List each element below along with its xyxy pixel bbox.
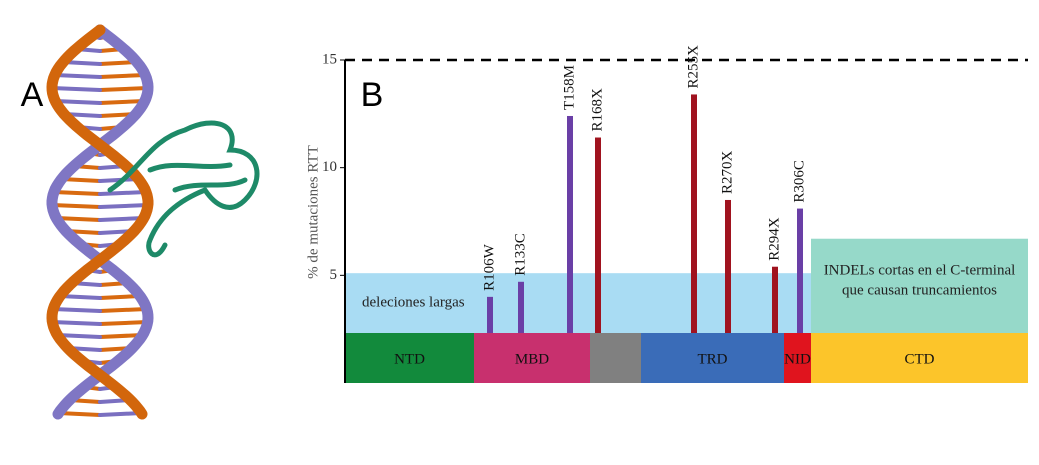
base-pair <box>98 307 149 313</box>
region-label: que causan truncamientos <box>842 282 997 298</box>
domain <box>784 333 811 383</box>
bar-label: R255X <box>685 45 701 89</box>
base-pair <box>55 333 102 339</box>
bar <box>487 296 493 333</box>
domain-label: TRD <box>698 351 728 367</box>
domain-label: NID <box>784 351 811 367</box>
base-pair <box>98 73 148 79</box>
domain <box>345 333 474 383</box>
base-pair <box>98 411 144 417</box>
panel-label: B <box>361 76 384 114</box>
bar <box>797 208 803 333</box>
bar <box>518 281 524 333</box>
dna-strand <box>46 24 154 420</box>
region <box>811 238 1028 333</box>
domain <box>590 333 641 383</box>
bar-label: R306C <box>791 160 807 203</box>
bar-label: R133C <box>512 233 528 276</box>
region-label: INDELs cortas en el C-terminal <box>824 262 1016 278</box>
domain-label: CTD <box>905 351 935 367</box>
bar-label: R294X <box>766 217 782 261</box>
y-axis-label: % de mutaciones RTT <box>305 145 321 279</box>
base-pair <box>98 216 146 222</box>
dna-strand <box>46 24 154 420</box>
base-pair <box>50 320 102 326</box>
base-pair <box>98 190 149 196</box>
protein-chain <box>107 120 260 258</box>
base-pair <box>98 320 150 326</box>
bar-label: T158M <box>561 65 577 110</box>
base-pair <box>98 99 147 105</box>
domain-label: NTD <box>394 351 425 367</box>
dna-protein-structure <box>46 24 260 420</box>
base-pair <box>51 190 102 196</box>
y-tick-label: 15 <box>322 51 337 67</box>
bar <box>725 199 731 333</box>
base-pair <box>98 203 150 209</box>
base-pair <box>52 73 102 79</box>
base-pair <box>53 99 102 105</box>
bar-label: R168X <box>589 88 605 132</box>
bar <box>772 266 778 333</box>
bar <box>567 115 573 333</box>
bar-label: R270X <box>719 150 735 194</box>
base-pair <box>50 203 102 209</box>
base-pair <box>56 411 102 417</box>
base-pair <box>98 333 145 339</box>
domain <box>811 333 1028 383</box>
base-pair <box>50 86 102 92</box>
base-pair <box>98 86 150 92</box>
bar-label: R106W <box>481 243 497 291</box>
y-tick-label: 5 <box>330 267 338 283</box>
bar <box>595 137 601 333</box>
domain <box>474 333 590 383</box>
base-pair <box>51 307 102 313</box>
bar <box>691 94 697 333</box>
region-label: deleciones largas <box>362 295 465 311</box>
panel-label: A <box>21 76 44 114</box>
y-tick-label: 10 <box>322 159 337 175</box>
region <box>345 273 811 333</box>
base-pair <box>54 216 102 222</box>
domain <box>641 333 784 383</box>
domain-label: MBD <box>515 351 549 367</box>
